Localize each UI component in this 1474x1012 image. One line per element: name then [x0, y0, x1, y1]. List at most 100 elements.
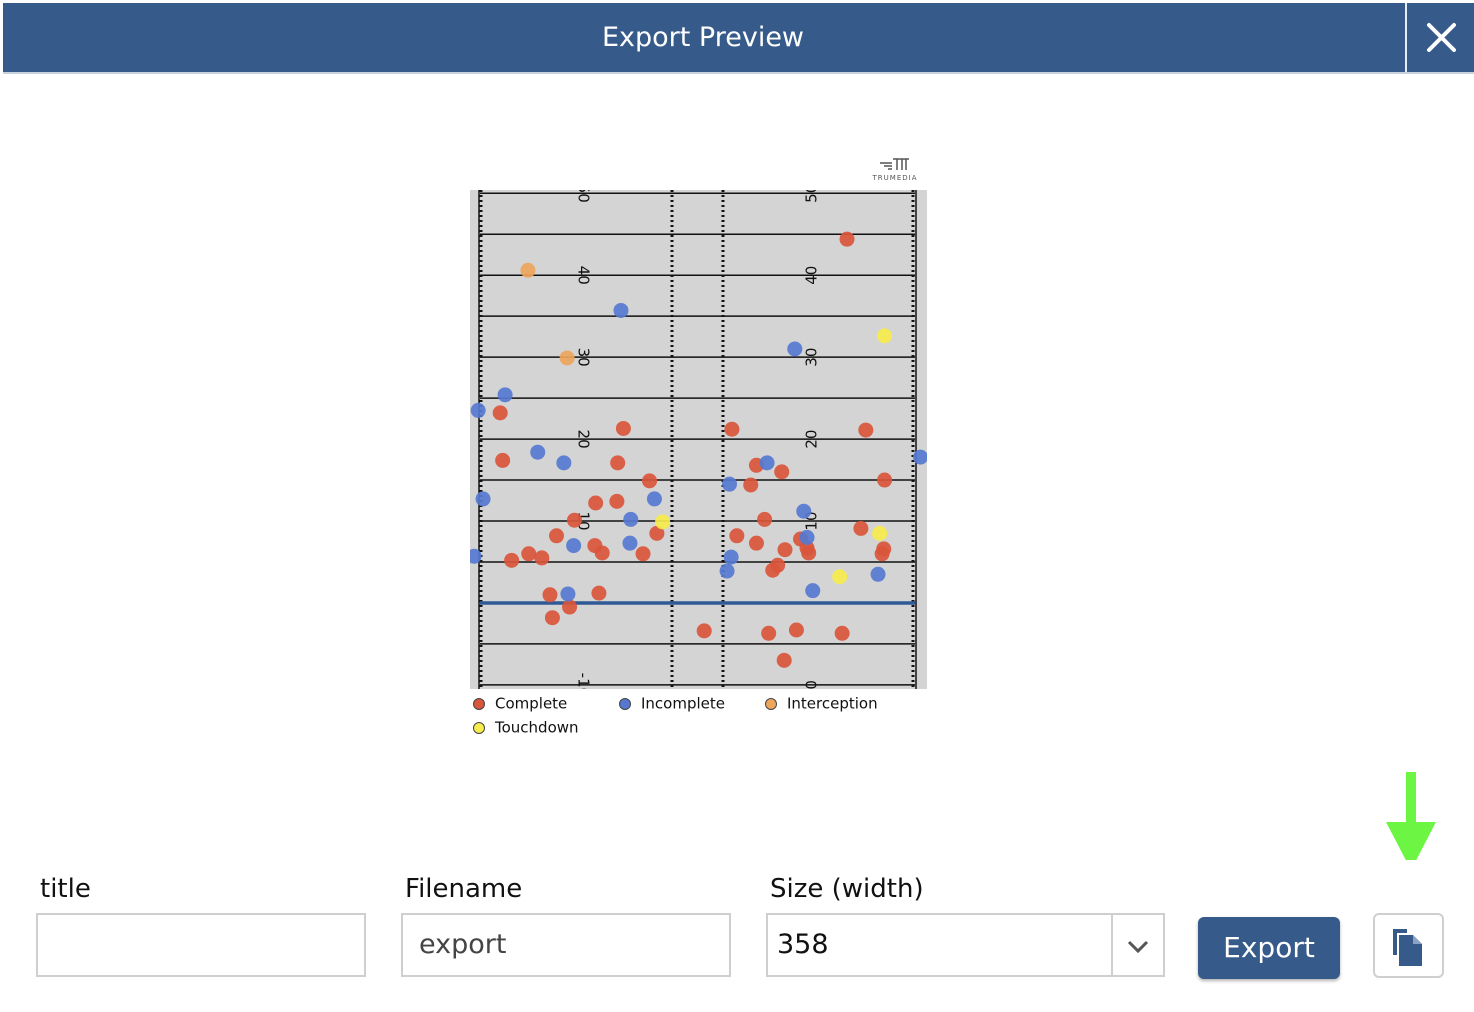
play-point: [610, 455, 626, 471]
play-point: [834, 625, 850, 641]
play-point: [622, 535, 638, 551]
play-point: [729, 528, 745, 544]
play-point: [774, 464, 790, 480]
dialog-header: Export Preview: [3, 3, 1474, 74]
play-point: [877, 328, 893, 344]
play-point: [613, 302, 629, 318]
play-point: [777, 542, 793, 558]
legend-marker: [619, 698, 631, 710]
play-point: [787, 341, 803, 357]
play-point: [646, 491, 662, 507]
play-point: [542, 587, 558, 603]
y2-tick-label: 20: [803, 430, 821, 449]
logo-text: TRUMEDIA: [872, 174, 918, 182]
logo: TRUMEDIA: [872, 158, 918, 182]
play-point: [799, 529, 815, 545]
play-point: [560, 586, 576, 602]
play-point: [492, 405, 508, 421]
play-point: [470, 548, 482, 564]
field-label: Size (width): [770, 874, 924, 904]
legend-label: Interception: [787, 695, 878, 713]
play-point: [877, 472, 893, 488]
y-tick-label: -10: [575, 673, 593, 698]
play-point: [723, 549, 739, 565]
play-point: [530, 444, 546, 460]
play-point: [761, 625, 777, 641]
filename-input[interactable]: export: [401, 913, 731, 977]
play-point: [796, 503, 812, 519]
play-point: [609, 493, 625, 509]
legend: Complete Incomplete Interception Touchdown: [473, 695, 878, 737]
play-point: [805, 583, 821, 599]
play-point: [870, 566, 886, 582]
play-point: [832, 569, 848, 585]
size-value: 358: [777, 929, 829, 960]
play-point: [594, 545, 610, 561]
play-point: [872, 525, 888, 541]
play-point: [566, 512, 582, 528]
play-point: [566, 538, 582, 554]
play-point: [642, 473, 658, 489]
y-tick-label: 20: [575, 430, 593, 449]
y-tick-label: 30: [575, 348, 593, 367]
legend-label: Incomplete: [641, 695, 725, 713]
play-point: [649, 525, 665, 541]
close-icon: [1427, 23, 1456, 52]
play-point: [801, 545, 817, 561]
play-point: [559, 350, 575, 366]
play-point: [724, 421, 740, 437]
legend-label: Complete: [495, 695, 567, 713]
play-point: [549, 528, 565, 544]
size-select[interactable]: 358: [766, 913, 1165, 977]
play-point: [521, 546, 537, 562]
play-point: [748, 535, 764, 551]
dialog-title: Export Preview: [601, 22, 805, 53]
play-point: [788, 622, 804, 638]
legend-marker: [473, 698, 485, 710]
play-point: [534, 550, 550, 566]
copy-icon: [1393, 929, 1422, 966]
play-point: [470, 402, 486, 418]
play-point: [719, 563, 735, 579]
play-point: [874, 546, 890, 562]
play-point: [615, 420, 631, 436]
play-point: [635, 546, 651, 562]
hint-arrow: [1386, 772, 1436, 860]
copy-button[interactable]: [1373, 913, 1444, 978]
play-point: [520, 262, 536, 278]
title-input[interactable]: [36, 913, 366, 977]
chevron: [1127, 940, 1149, 954]
play-point: [623, 511, 639, 527]
play-point: [495, 452, 511, 468]
play-point: [696, 623, 712, 639]
play-point: [562, 599, 578, 615]
field-label: title: [40, 874, 91, 904]
select-toggle[interactable]: [1111, 915, 1165, 975]
y2-tick-label: 30: [803, 348, 821, 367]
play-point: [722, 476, 738, 492]
y-tick-label: 50: [575, 184, 593, 203]
play-point: [776, 652, 792, 668]
play-point: [588, 495, 604, 511]
close-button[interactable]: [1405, 3, 1474, 72]
play-point: [853, 520, 869, 536]
play-point: [544, 610, 560, 626]
play-point: [759, 455, 775, 471]
play-point: [839, 231, 855, 247]
legend-marker: [765, 698, 777, 710]
legend-label: Touchdown: [494, 719, 579, 737]
export-button[interactable]: Export: [1198, 917, 1340, 979]
y2-tick-label: 0: [803, 680, 821, 690]
y2-tick-label: 40: [803, 266, 821, 285]
field-label: Filename: [405, 874, 523, 904]
y-tick-label: 40: [575, 266, 593, 285]
play-point: [765, 562, 781, 578]
play-point: [497, 387, 513, 403]
play-point: [591, 585, 607, 601]
play-point: [743, 477, 759, 493]
play-point: [757, 511, 773, 527]
legend-marker: [473, 722, 485, 734]
play-point: [504, 552, 520, 568]
play-point: [858, 422, 874, 438]
